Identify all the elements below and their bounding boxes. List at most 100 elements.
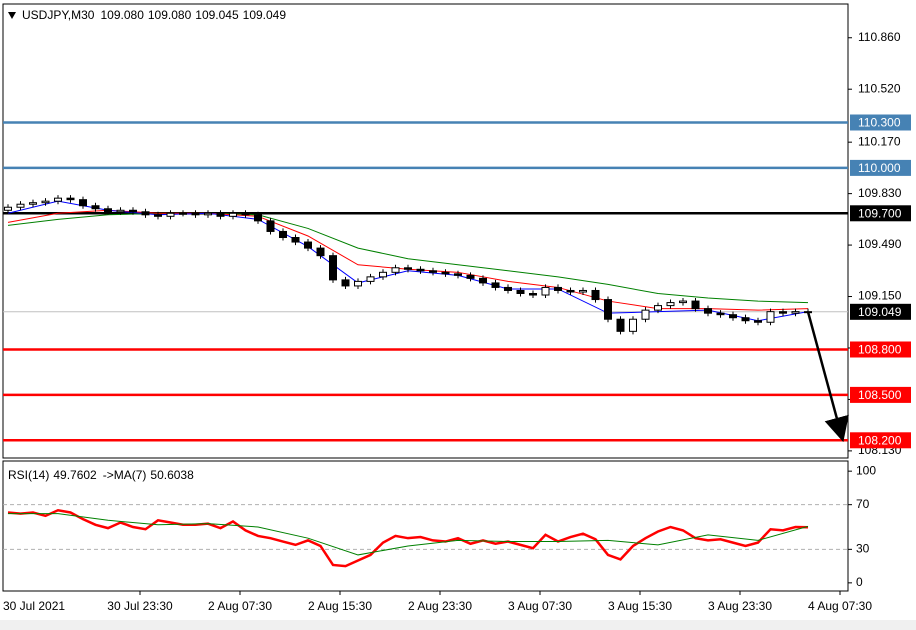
candle-body: [204, 212, 212, 216]
rsi-ma-value: 50.6038: [150, 468, 194, 482]
candle-body: [341, 279, 350, 287]
rsi-name: RSI(14): [8, 468, 49, 482]
x-tick-label: 3 Aug 23:30: [708, 599, 772, 613]
candle-body: [704, 308, 712, 314]
candle-body: [179, 212, 187, 215]
candle-body: [166, 212, 175, 217]
collapse-icon: [8, 12, 16, 19]
candle-body: [354, 280, 362, 287]
candle-body: [116, 209, 125, 213]
rsi-ma-line: [8, 513, 809, 556]
header-close: 109.049: [243, 8, 287, 22]
x-tick-label: 2 Aug 15:30: [308, 599, 372, 613]
candle-body: [216, 212, 225, 217]
chart-header: USDJPY,M30 109.080 109.080 109.045 109.049: [22, 8, 286, 22]
candle-body: [791, 311, 800, 314]
candle-body: [566, 289, 575, 293]
candle-body: [541, 286, 550, 296]
level-label-box: [850, 303, 911, 320]
y-tick-label: 110.170: [858, 134, 901, 148]
candle-body: [304, 241, 312, 249]
level-label-box: [850, 114, 911, 131]
candle-body: [379, 271, 387, 278]
candle-body: [329, 255, 337, 281]
level-label-box: [850, 432, 911, 449]
candle-body: [491, 282, 500, 288]
y-tick-label: 109.150: [858, 289, 902, 303]
candle-body: [441, 271, 450, 275]
candle-body: [366, 276, 375, 282]
candle-body: [604, 299, 612, 320]
level-label-box: [850, 386, 911, 403]
candle-body: [266, 220, 275, 232]
candle-body: [129, 209, 137, 213]
level-label: 108.500: [858, 388, 902, 402]
candle-body: [279, 230, 287, 239]
x-tick-label: 3 Aug 15:30: [608, 599, 672, 613]
candle-body: [654, 305, 662, 311]
y-tick-label: 30: [856, 542, 870, 556]
x-tick-label: 2 Aug 23:30: [408, 599, 472, 613]
rsi-header: RSI(14) 49.7602 ->MA(7) 50.6038: [8, 468, 194, 482]
candle-body: [391, 267, 400, 273]
header-open: 109.080: [100, 8, 144, 22]
candle-body: [229, 212, 237, 217]
y-tick-label: 109.830: [858, 186, 902, 200]
x-tick-label: 2 Aug 07:30: [208, 599, 272, 613]
symbol: USDJPY,M30: [22, 8, 95, 22]
candle-body: [41, 200, 50, 204]
candle-body: [141, 211, 150, 216]
candle-body: [316, 247, 325, 257]
candle-body: [254, 214, 262, 222]
level-label: 108.200: [858, 433, 902, 447]
level-label-box: [850, 159, 911, 176]
y-tick-label: 0: [856, 575, 863, 589]
candle-body: [466, 274, 475, 279]
x-tick-label: 4 Aug 07:30: [808, 599, 872, 613]
rsi-panel: [2, 460, 849, 592]
level-label: 109.700: [858, 206, 902, 220]
candle-body: [554, 286, 562, 291]
candle-body: [104, 208, 112, 213]
y-tick-label: 110.860: [858, 30, 901, 44]
candle-body: [429, 270, 437, 273]
y-tick-label: 70: [856, 497, 870, 511]
candle-body: [754, 320, 762, 323]
level-label: 108.800: [858, 343, 902, 357]
moving-average: [7, 212, 809, 304]
candle-body: [54, 197, 62, 202]
candle-body: [4, 206, 12, 211]
candle-body: [641, 309, 650, 320]
candle-body: [741, 317, 750, 322]
projection-arrow: [806, 311, 849, 443]
candle-body: [679, 300, 687, 304]
candle-body: [666, 302, 675, 307]
header-high: 109.080: [148, 8, 192, 22]
x-tick-label: 30 Jul 2021: [3, 599, 65, 613]
candle-body: [516, 289, 525, 295]
candle-body: [716, 312, 725, 316]
candle-body: [241, 212, 250, 216]
candle-body: [454, 273, 462, 276]
y-tick-label: 100: [856, 463, 876, 477]
candle-body: [616, 318, 625, 332]
candle-body: [79, 199, 87, 207]
header-low: 109.045: [195, 8, 239, 22]
candle-body: [729, 314, 737, 319]
candle-body: [529, 293, 537, 296]
candle-body: [291, 237, 300, 243]
level-label-box: [850, 205, 911, 222]
candle-body: [504, 286, 512, 291]
candle-body: [691, 300, 700, 310]
candle-body: [591, 289, 600, 301]
rsi-value: 49.7602: [53, 468, 97, 482]
level-label-box: [850, 341, 911, 358]
level-label: 110.300: [858, 116, 901, 130]
candle-body: [479, 277, 487, 284]
x-tick-label: 30 Jul 23:30: [107, 599, 173, 613]
candle-body: [66, 197, 75, 201]
level-label: 109.049: [858, 305, 902, 319]
